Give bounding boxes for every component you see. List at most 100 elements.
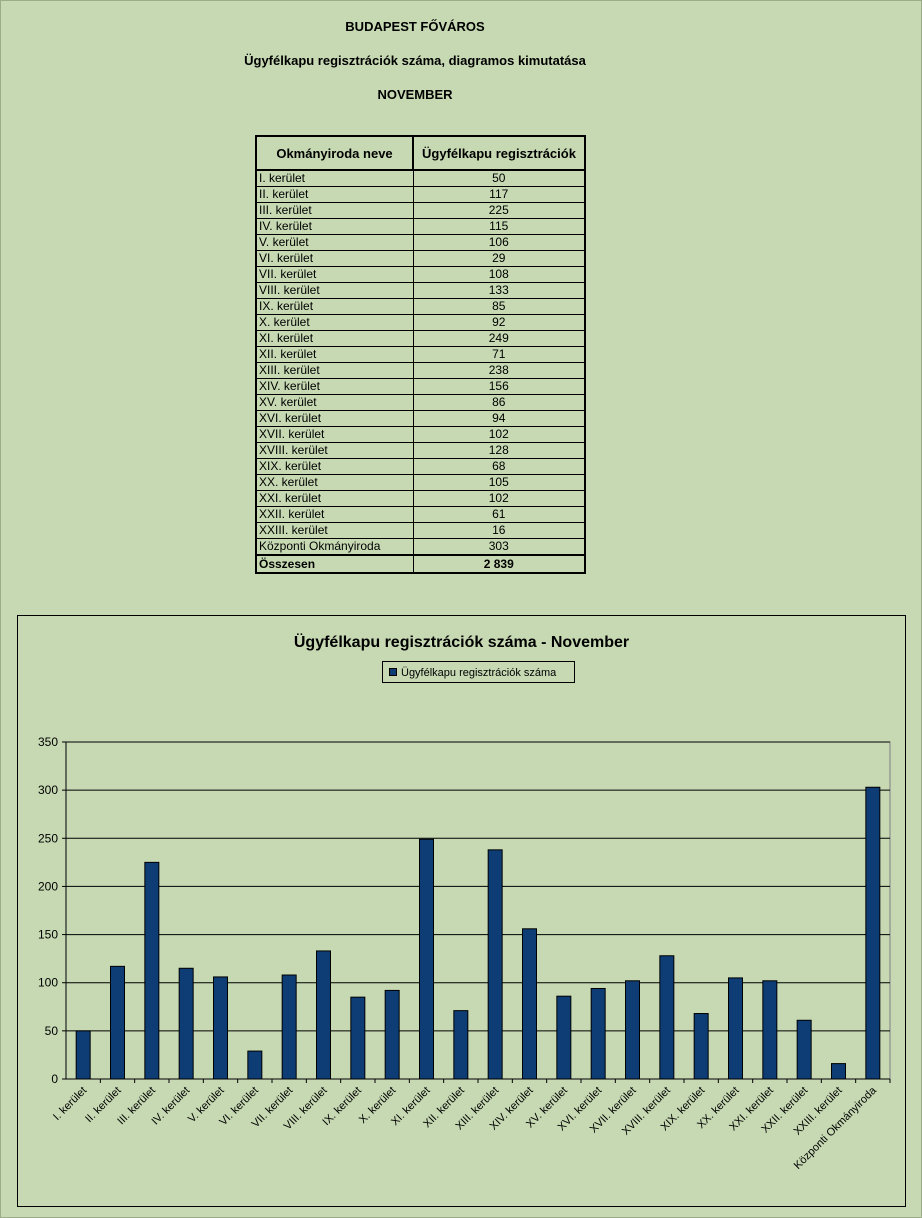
y-tick-label: 0 [51,1072,58,1086]
registration-count-cell: 156 [412,378,586,395]
x-tick-label: IV. kerület [149,1085,192,1128]
office-name-cell: XXII. kerület [255,506,414,523]
chart-legend: Ügyfélkapu regisztrációk száma [382,661,575,683]
bar [178,967,194,1080]
table-row: XIII. kerület 238 [255,362,586,379]
office-name-cell: IX. kerület [255,298,414,315]
bar [659,955,675,1080]
office-name-cell: XVII. kerület [255,426,414,443]
legend-swatch [389,668,397,676]
office-name-cell: XIV. kerület [255,378,414,395]
office-name-cell: IV. kerület [255,218,414,235]
y-tick-label: 50 [45,1024,59,1038]
bar [419,838,434,1080]
registration-count-cell: 29 [412,250,586,267]
legend-label: Ügyfélkapu regisztrációk száma [401,667,557,679]
y-tick-label: 100 [38,976,58,990]
table-row: IX. kerület 85 [255,298,586,315]
chart-container: Ügyfélkapu regisztrációk száma - Novembe… [17,615,906,1207]
column-header-registrations: Ügyfélkapu regisztrációk [412,135,586,171]
bar [350,996,366,1080]
plot-area [65,741,891,1080]
bar [831,1063,846,1080]
registration-count-cell: 225 [412,202,586,219]
bar [865,786,881,1080]
bar [144,861,160,1080]
table-row: XVIII. kerület 128 [255,442,586,459]
table-row: XX. kerület 105 [255,474,586,491]
registration-count-cell: 133 [412,282,586,299]
registration-count-cell: 92 [412,314,586,331]
y-tick-label: 300 [38,783,58,797]
table-row: IV. kerület 115 [255,218,586,235]
office-name-cell: VII. kerület [255,266,414,283]
registration-count-cell: 106 [412,234,586,251]
table-row: VI. kerület 29 [255,250,586,267]
table-header-row: Okmányiroda neve Ügyfélkapu regisztráció… [255,135,586,171]
table-row: XIX. kerület 68 [255,458,586,475]
registration-count-cell: 86 [412,394,586,411]
registration-count-cell: 249 [412,330,586,347]
office-name-cell: XII. kerület [255,346,414,363]
table-row: II. kerület 117 [255,186,586,203]
registration-count-cell: 128 [412,442,586,459]
office-name-cell: VI. kerület [255,250,414,267]
table-body: I. kerület 50 II. kerület 117 III. kerület 22… [255,169,586,574]
table-row: XVI. kerület 94 [255,410,586,427]
bar [693,1013,709,1080]
registration-count-cell: 16 [412,522,586,539]
registration-count-cell: 117 [412,186,586,203]
table-row: XIV. kerület 156 [255,378,586,395]
bar [247,1050,263,1080]
office-name-cell: XXIII. kerület [255,522,414,539]
office-name-cell: XV. kerület [255,394,414,411]
bar [728,977,743,1080]
office-name-cell: XVIII. kerület [255,442,414,459]
bar [590,987,606,1080]
registration-table: Okmányiroda neve Ügyfélkapu regisztráció… [255,135,586,574]
table-row: III. kerület 225 [255,202,586,219]
office-name-cell: X. kerület [255,314,414,331]
registration-count-cell: 50 [412,169,586,187]
table-row: VII. kerület 108 [255,266,586,283]
table-row: Központi Okmányiroda 303 [255,538,586,556]
table-row: XV. kerület 86 [255,394,586,411]
registration-count-cell: 61 [412,506,586,523]
table-row: I. kerület 50 [255,169,586,187]
bar [453,1010,469,1080]
bar [796,1019,812,1080]
registration-count-cell: 102 [412,490,586,507]
y-tick-label: 350 [38,735,58,749]
registration-count-cell: 238 [412,362,586,379]
y-tick-label: 150 [38,928,58,942]
registration-count-cell: 94 [412,410,586,427]
registration-count-cell: 108 [412,266,586,283]
chart-title: Ügyfélkapu regisztrációk száma - Novembe… [293,634,630,651]
bar [522,928,537,1080]
table-row: XVII. kerület 102 [255,426,586,443]
office-name-cell: XVI. kerület [255,410,414,427]
registration-count-cell: 102 [412,426,586,443]
y-tick-label: 250 [38,831,58,845]
table-row: XXII. kerület 61 [255,506,586,523]
y-tick-label: 200 [38,879,58,893]
office-name-cell: V. kerület [255,234,414,251]
office-name-cell: III. kerület [255,202,414,219]
bar [487,849,503,1080]
bar [281,974,297,1080]
bar [316,950,331,1080]
office-name-cell: VIII. kerület [255,282,414,299]
bar [110,965,125,1080]
table-row: VIII. kerület 133 [255,282,586,299]
column-header-office: Okmányiroda neve [255,135,414,171]
office-name-cell: Központi Okmányiroda [255,538,414,556]
table-row: XI. kerület 249 [255,330,586,347]
total-label: Összesen [255,554,414,574]
office-name-cell: XX. kerület [255,474,414,491]
bar [75,1030,91,1080]
table-row: V. kerület 106 [255,234,586,251]
registration-count-cell: 85 [412,298,586,315]
month-label: NOVEMBER [377,87,453,102]
bar [213,976,228,1080]
